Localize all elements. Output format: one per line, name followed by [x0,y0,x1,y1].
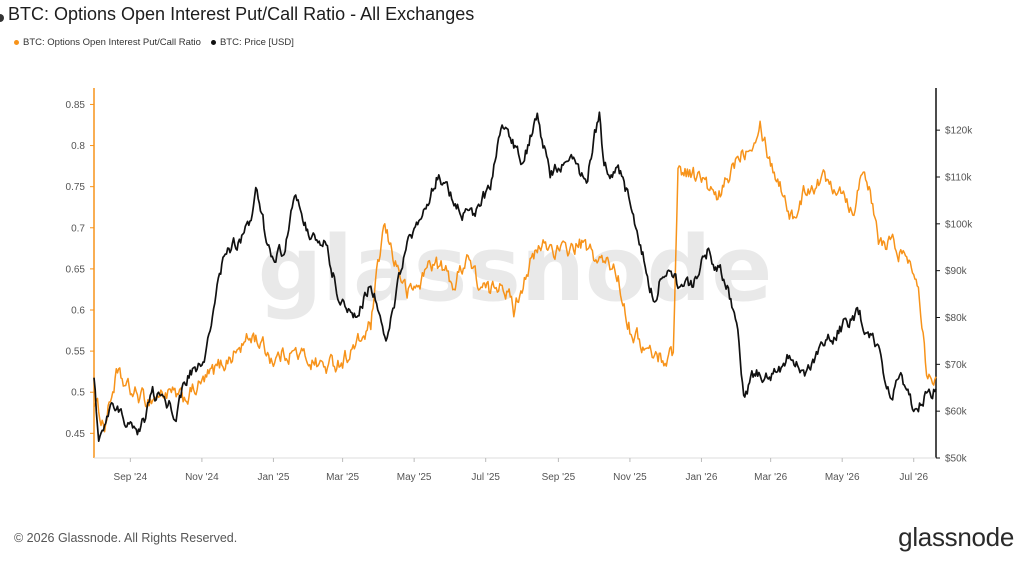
chart-canvas: glassnode 0.450.50.550.60.650.70.750.80.… [66,88,973,483]
legend-label-put-call-ratio: BTC: Options Open Interest Put/Call Rati… [23,37,201,48]
y-left-tick-label: 0.65 [66,264,86,275]
y-right-tick-label: $60k [945,407,968,418]
copyright-footer: © 2026 Glassnode. All Rights Reserved. [14,531,238,545]
edge-marker [0,14,4,22]
y-right-tick-label: $90k [945,266,968,277]
legend-dot-put-call-ratio [14,40,19,45]
x-tick-label: Jan '25 [257,472,289,483]
glassnode-logo[interactable]: glassnode [898,522,1014,552]
x-tick-label: Sep '25 [542,472,576,483]
y-left-tick-label: 0.75 [66,182,86,193]
y-left-tick-label: 0.55 [66,347,86,358]
chart-title: BTC: Options Open Interest Put/Call Rati… [8,4,475,24]
y-right-tick-label: $110k [945,172,973,183]
series-line-price [93,111,937,443]
y-left-tick-label: 0.85 [66,100,86,111]
legend-dot-price [210,40,216,45]
legend-label-price: BTC: Price [USD] [219,37,294,48]
y-right-tick-label: $70k [945,360,968,371]
y-right-tick-label: $50k [945,454,968,465]
x-tick-label: Jul '25 [471,472,500,483]
x-tick-label: Jul '26 [899,472,928,483]
y-left-tick-label: 0.45 [66,429,86,440]
x-tick-label: Mar '25 [326,472,359,483]
x-tick-label: Sep '24 [114,472,148,483]
x-tick-label: Jan '26 [685,472,717,483]
y-left-tick-label: 0.8 [71,141,85,152]
y-right-tick-label: $120k [945,126,973,137]
y-right-tick-label: $80k [945,313,968,324]
x-tick-label: Nov '24 [185,472,219,483]
legend: BTC: Options Open Interest Put/Call Rati… [14,37,304,48]
y-left-tick-label: 0.5 [71,388,85,399]
series-line-put-call-ratio [93,120,937,433]
x-tick-label: Mar '26 [754,472,787,483]
y-right-tick-label: $100k [945,219,973,230]
y-left-tick-label: 0.7 [71,223,85,234]
legend-item-price[interactable]: BTC: Price [USD] [210,37,294,48]
x-tick-label: May '26 [825,472,860,483]
legend-item-put-call-ratio[interactable]: BTC: Options Open Interest Put/Call Rati… [14,37,201,48]
x-tick-label: Nov '25 [613,472,647,483]
x-tick-label: May '25 [397,472,432,483]
y-left-tick-label: 0.6 [71,306,85,317]
